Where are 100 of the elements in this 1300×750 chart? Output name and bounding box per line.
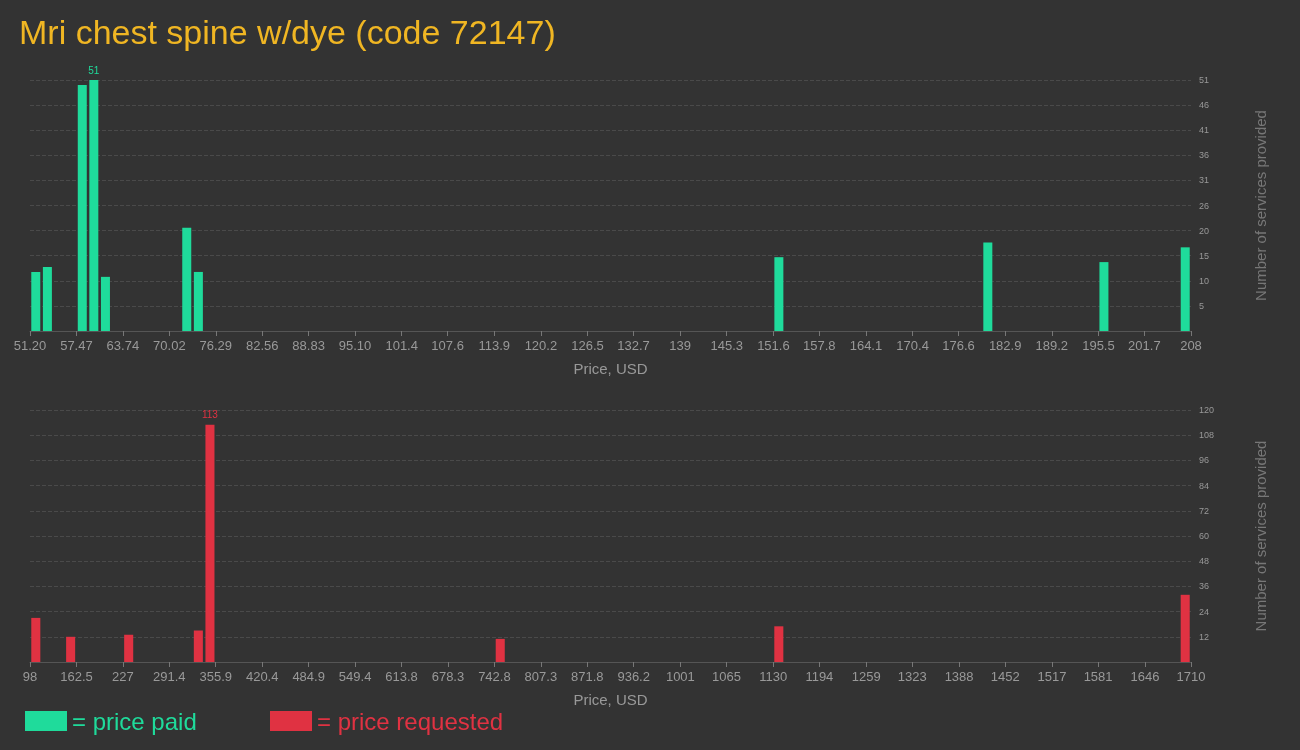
x-tick-label: 51.20 [13, 338, 47, 353]
x-tick-label: 164.1 [849, 338, 883, 353]
x-tick-label: 1581 [1083, 669, 1113, 684]
x-tick-label: 195.5 [1082, 338, 1115, 353]
x-tick-label: 63.74 [106, 338, 140, 353]
x-tick-label: 613.8 [385, 669, 418, 684]
x-tick-label: 549.4 [338, 669, 372, 684]
x-tick-label: 139 [669, 338, 691, 353]
bar [31, 617, 41, 662]
x-tick-label: 1710 [1176, 669, 1206, 684]
bar [193, 271, 203, 331]
bar [774, 257, 784, 331]
x-tick-label: 420.4 [245, 669, 279, 684]
x-tick-label: 107.6 [431, 338, 464, 353]
x-axis-title: Price, USD [573, 360, 648, 377]
x-tick-label: 70.02 [153, 338, 186, 353]
x-tick-label: 162.5 [60, 669, 93, 684]
x-tick-label: 291.4 [153, 669, 186, 684]
bar [100, 276, 110, 331]
x-tick-label: 1194 [805, 669, 834, 684]
x-tick-label: 1323 [897, 669, 927, 684]
x-tick-label: 201.7 [1128, 338, 1161, 353]
x-tick-label: 113.9 [478, 338, 511, 353]
x-tick-label: 807.3 [524, 669, 558, 684]
y-tick-label: 31 [1199, 175, 1210, 186]
bar [193, 630, 203, 662]
bar [1180, 247, 1190, 331]
x-tick-label: 157.8 [803, 338, 836, 353]
x-tick-label: 126.5 [571, 338, 604, 353]
x-tick-label: 227 [112, 669, 134, 684]
x-tick-label: 151.6 [757, 338, 790, 353]
x-tick-label: 189.2 [1035, 338, 1069, 353]
y-tick-label: 84 [1199, 480, 1210, 491]
bar [774, 626, 784, 662]
x-tick-label: 132.7 [617, 338, 650, 353]
x-tick-label: 101.4 [385, 338, 418, 353]
x-axis-title: Price, USD [573, 691, 648, 708]
x-tick-label: 82.56 [245, 338, 279, 353]
x-tick-label: 76.29 [199, 338, 233, 353]
x-tick-label: 1065 [712, 669, 741, 684]
y-tick-label: 48 [1199, 556, 1210, 567]
y-tick-label: 46 [1199, 100, 1210, 111]
y-tick-label: 96 [1199, 455, 1210, 466]
y-tick-label: 15 [1199, 250, 1210, 261]
x-tick-label: 182.9 [988, 338, 1022, 353]
x-tick-label: 95.10 [338, 338, 372, 353]
data-label: 113 [201, 409, 219, 421]
x-tick-label: 176.6 [942, 338, 975, 353]
x-tick-label: 1130 [759, 669, 788, 684]
y-tick-label: 51 [1199, 75, 1210, 85]
x-tick-label: 1388 [944, 669, 974, 684]
y-tick-label: 120 [1199, 405, 1215, 415]
y-tick-label: 12 [1199, 631, 1210, 642]
x-tick-label: 484.9 [292, 669, 325, 684]
y-tick-label: 24 [1199, 606, 1210, 617]
y-tick-label: 5 [1199, 300, 1205, 311]
bar [77, 84, 87, 331]
x-tick-label: 1452 [990, 669, 1020, 684]
bar [42, 267, 52, 331]
x-tick-label: 208 [1180, 338, 1202, 353]
x-tick-label: 170.4 [896, 338, 929, 353]
x-tick-label: 1001 [665, 669, 695, 684]
y-tick-label: 72 [1199, 505, 1210, 516]
x-tick-label: 678.3 [431, 669, 465, 684]
x-tick-label: 936.2 [617, 669, 650, 684]
y-tick-label: 36 [1199, 150, 1210, 161]
y-tick-label: 60 [1199, 531, 1210, 541]
y-axis-title: Number of services provided [1252, 440, 1269, 632]
data-label: 51 [88, 64, 100, 76]
bar [983, 242, 993, 331]
legend-label: = price paid [72, 707, 197, 735]
bar [182, 227, 192, 331]
x-tick-label: 57.47 [60, 338, 93, 353]
bar [31, 271, 41, 331]
bar [89, 80, 99, 331]
bar [1099, 262, 1109, 331]
bar [66, 636, 76, 662]
legend-label: = price requested [317, 707, 504, 735]
x-tick-label: 145.3 [710, 338, 744, 353]
y-tick-label: 26 [1199, 200, 1210, 211]
y-tick-label: 41 [1199, 125, 1210, 136]
x-tick-label: 98 [22, 669, 38, 684]
y-tick-label: 20 [1199, 225, 1210, 236]
x-tick-label: 120.2 [524, 338, 558, 353]
bar [124, 634, 134, 662]
bar [1180, 594, 1190, 662]
x-tick-label: 1646 [1130, 669, 1160, 684]
x-tick-label: 742.8 [478, 669, 511, 684]
x-tick-label: 871.8 [571, 669, 604, 684]
bar [205, 424, 215, 662]
x-tick-label: 1259 [851, 669, 881, 684]
chart-title: Mri chest spine w/dye (code 72147) [19, 13, 556, 51]
x-tick-label: 355.9 [199, 669, 233, 684]
bar [495, 638, 505, 662]
x-tick-label: 1517 [1037, 669, 1067, 684]
y-axis-title: Number of services provided [1252, 110, 1269, 301]
y-tick-label: 108 [1199, 430, 1215, 441]
x-tick-label: 88.83 [292, 338, 325, 353]
y-tick-label: 36 [1199, 581, 1210, 592]
y-tick-label: 10 [1199, 275, 1210, 286]
